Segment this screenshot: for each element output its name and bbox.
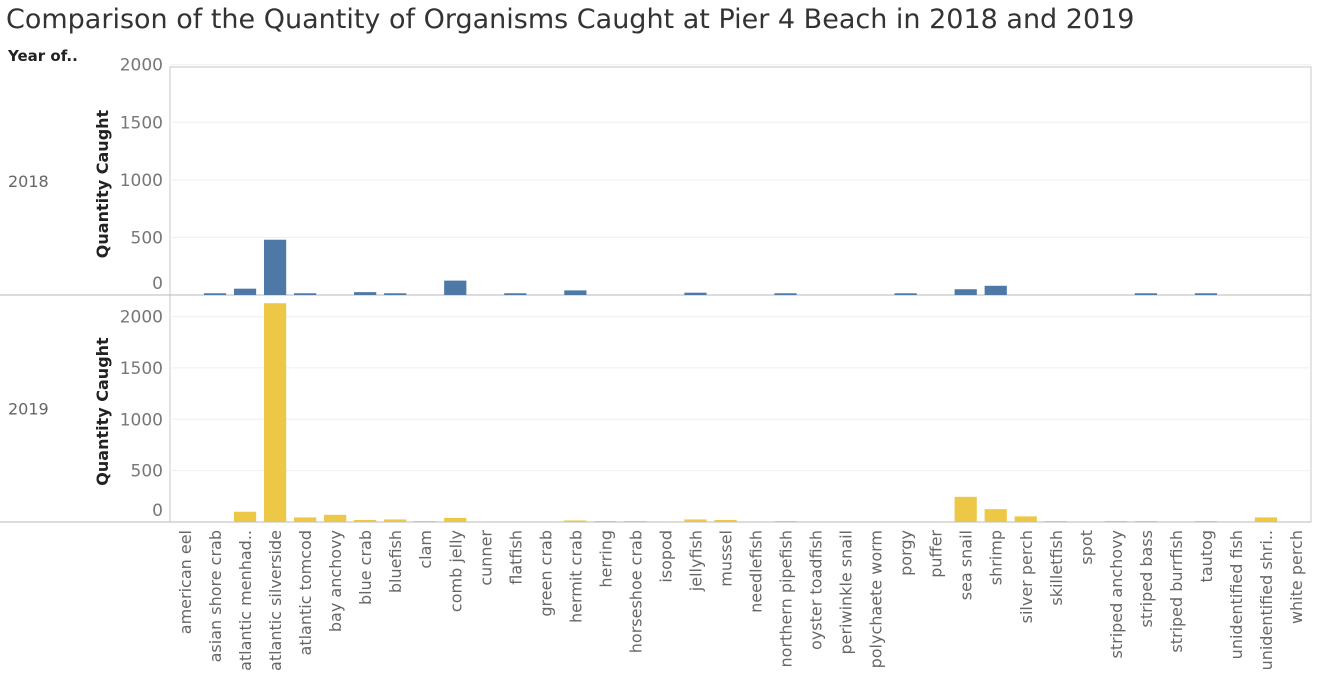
x-tick-label: striped anchovy (1107, 530, 1126, 658)
y-tick-label: 1500 (120, 113, 163, 133)
y-axis-title: Quantity Caught (93, 337, 112, 486)
bar-2018 (354, 292, 377, 295)
x-tick-label: cunner (476, 530, 495, 586)
bar-2018 (684, 292, 707, 295)
x-tick-label: sea snail (957, 530, 976, 600)
y-tick-label: 2000 (120, 56, 163, 76)
row-label-2018: 2018 (8, 172, 49, 191)
x-tick-label: jellyfish (686, 530, 705, 592)
x-tick-label: flatfish (506, 530, 525, 585)
bar-2019 (233, 511, 257, 522)
bar-2018 (984, 285, 1007, 295)
x-tick-label: clam (416, 530, 435, 569)
bar-2018 (263, 239, 287, 295)
x-tick-label: atlantic tomcod (296, 530, 315, 655)
x-tick-label: bay anchovy (326, 530, 345, 632)
bar-2019 (594, 520, 617, 522)
x-tick-label: atlantic silverside (266, 530, 285, 671)
x-tick-label: puffer (927, 530, 946, 578)
x-tick-label: porgy (897, 530, 916, 576)
bar-2018 (504, 293, 527, 295)
x-tick-label: unidentified fish (1227, 530, 1246, 659)
x-tick-label: comb jelly (446, 530, 465, 612)
y-tick-label: 0 (152, 501, 163, 521)
bar-2018 (564, 290, 587, 295)
x-tick-label: striped bass (1137, 530, 1156, 628)
x-tick-label: periwinkle snail (837, 530, 856, 655)
x-tick-label: polychaete worm (867, 530, 886, 668)
y-tick-label: 0 (152, 274, 163, 294)
x-tick-label: oyster toadfish (807, 530, 826, 650)
bar-2019 (1194, 520, 1218, 522)
x-tick-label: horseshoe crab (626, 530, 645, 653)
x-tick-label: hermit crab (566, 530, 585, 623)
bar-2019 (354, 519, 377, 522)
x-tick-label: herring (596, 530, 615, 588)
bar-2019 (1254, 517, 1278, 522)
bar-2019 (294, 517, 317, 522)
bar-2018 (954, 289, 977, 295)
x-tick-label: unidentified shri.. (1257, 530, 1276, 670)
bar-2018 (444, 280, 467, 295)
x-tick-label: northern pipefish (777, 530, 796, 667)
x-tick-label: atlantic menhad.. (236, 530, 255, 671)
bar-2018 (294, 293, 317, 295)
x-tick-label: blue crab (356, 530, 375, 605)
bar-2018 (774, 293, 797, 295)
bar-2018 (894, 293, 917, 295)
bar-2018 (1134, 293, 1157, 295)
bar-2019 (1104, 520, 1127, 522)
row-header-label: Year of.. (7, 47, 78, 65)
bar-2019 (564, 520, 587, 522)
bar-2019 (414, 520, 437, 522)
x-tick-label: skilletfish (1047, 530, 1066, 606)
bar-2018 (203, 293, 227, 295)
x-tick-label: striped burrfish (1167, 530, 1186, 653)
bar-2019 (984, 509, 1007, 522)
x-tick-label: american eel (176, 530, 195, 634)
x-tick-label: silver perch (1017, 530, 1036, 623)
bar-2018 (233, 288, 257, 295)
x-tick-label: isopod (656, 530, 675, 583)
bar-2018 (384, 293, 407, 295)
bar-2019 (714, 519, 737, 522)
x-tick-label: tautog (1197, 530, 1216, 582)
bar-2019 (1014, 516, 1037, 522)
row-label-2019: 2019 (8, 400, 49, 419)
bar-2019 (444, 517, 467, 522)
bar-2019 (263, 303, 287, 522)
bar-2018 (1194, 293, 1218, 295)
bar-2019 (684, 519, 707, 522)
y-tick-label: 500 (131, 228, 163, 248)
x-tick-label: mussel (716, 530, 735, 587)
y-tick-label: 1000 (120, 171, 163, 191)
plot-area: 0 500 1000 1500 2000 2018 Quantity Caught 0 500 1… (0, 56, 1312, 671)
x-tick-label: needlefish (747, 530, 766, 613)
y-tick-label: 2000 (120, 308, 163, 328)
bar-2019 (1134, 520, 1157, 522)
bar-2019 (1044, 520, 1067, 522)
bar-2019 (954, 496, 977, 522)
chart-title: Comparison of the Quantity of Organisms … (6, 4, 1135, 35)
x-tick-label: shrimp (987, 530, 1006, 585)
bar-2019 (384, 519, 407, 522)
y-axis-title: Quantity Caught (93, 109, 112, 258)
x-tick-label: bluefish (386, 530, 405, 593)
x-tick-label: asian shore crab (206, 530, 225, 662)
y-tick-label: 1000 (120, 410, 163, 430)
x-tick-label: green crab (536, 530, 555, 617)
y-tick-label: 500 (131, 462, 163, 482)
bar-2019 (774, 520, 797, 522)
y-tick-label: 1500 (120, 359, 163, 379)
bar-2019 (324, 514, 347, 522)
x-tick-label: spot (1077, 530, 1096, 565)
x-tick-label: white perch (1287, 530, 1306, 624)
bar-2019 (624, 520, 647, 522)
